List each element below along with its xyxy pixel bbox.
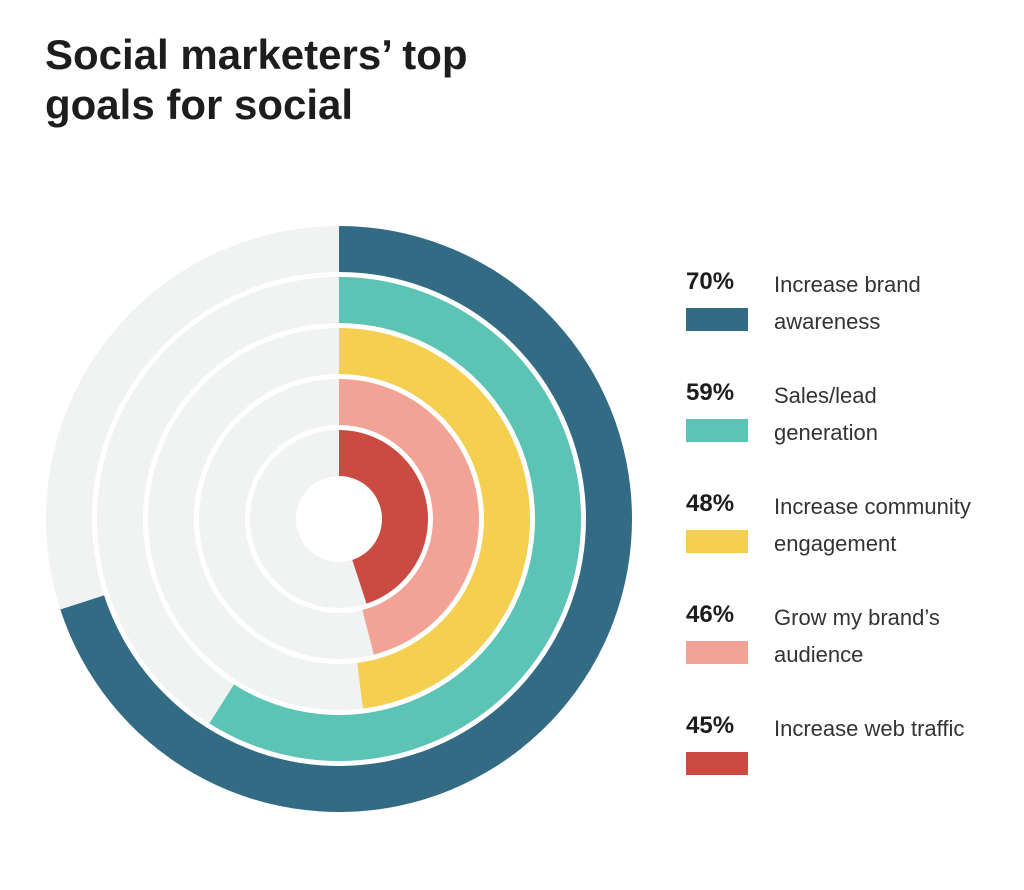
- legend-swatch: [686, 419, 748, 442]
- chart-title: Social marketers’ top goals for social: [45, 31, 468, 128]
- value-label: 45%: [686, 712, 735, 739]
- legend-swatch: [686, 308, 748, 331]
- legend-swatch: [686, 641, 748, 664]
- legend-swatch: [686, 530, 748, 553]
- radial-bar: [339, 379, 479, 655]
- value-label: 48%: [686, 490, 735, 517]
- value-label: 46%: [686, 601, 735, 628]
- legend-swatch: [686, 752, 748, 775]
- legend-label: Increase brand awareness: [774, 272, 921, 334]
- legend-label: Increase web traffic: [774, 716, 965, 741]
- value-label: 70%: [686, 268, 735, 295]
- radial-bar: [339, 328, 530, 709]
- legend-label: Sales/lead generation: [774, 383, 878, 445]
- legend-label: Increase community engagement: [774, 494, 971, 556]
- radial-bar: [209, 277, 582, 761]
- value-label: 59%: [686, 379, 735, 406]
- radial-bar: [339, 430, 429, 604]
- legend-label: Grow my brand’s audience: [774, 605, 940, 667]
